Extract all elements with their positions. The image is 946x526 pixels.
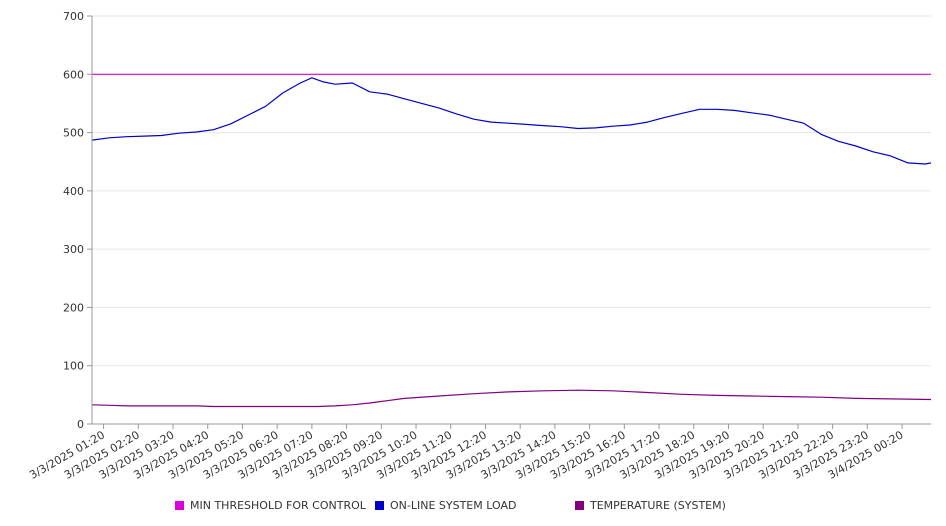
legend-swatch <box>575 500 584 510</box>
legend-swatch <box>175 500 184 510</box>
legend-label: MIN THRESHOLD FOR CONTROL <box>190 498 366 512</box>
series-lines <box>91 73 932 408</box>
legend-item-threshold[interactable]: MIN THRESHOLD FOR CONTROL <box>175 498 366 512</box>
y-tick-label: 600 <box>63 68 84 81</box>
legend-item-temperature[interactable]: TEMPERATURE (SYSTEM) <box>575 498 726 512</box>
x-axis-ticks: 3/3/2025 01:203/3/2025 02:203/3/2025 03:… <box>27 424 906 482</box>
y-tick-label: 200 <box>63 301 84 314</box>
y-tick-label: 0 <box>77 418 84 431</box>
temperature-line <box>91 389 932 408</box>
legend-item-load[interactable]: ON-LINE SYSTEM LOAD <box>375 498 516 512</box>
y-tick-label: 700 <box>63 10 84 23</box>
legend-swatch <box>375 500 384 510</box>
y-tick-label: 100 <box>63 360 84 373</box>
legend-label: TEMPERATURE (SYSTEM) <box>590 498 726 512</box>
chart-axes <box>91 16 931 425</box>
system-load-line <box>91 77 932 165</box>
y-axis-ticks: 0 100 200 300 400 500 600 700 <box>63 10 92 431</box>
y-tick-label: 300 <box>63 243 84 256</box>
grid-lines <box>92 15 931 367</box>
y-tick-label: 400 <box>63 185 84 198</box>
y-tick-label: 500 <box>63 127 84 140</box>
legend-label: ON-LINE SYSTEM LOAD <box>390 498 517 512</box>
